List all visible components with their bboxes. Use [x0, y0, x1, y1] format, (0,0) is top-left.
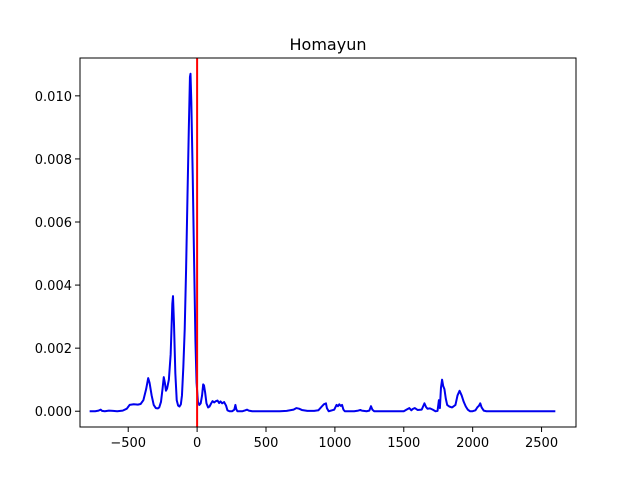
y-tick-label: 0.004 [35, 279, 72, 294]
x-tick-label: 2500 [525, 436, 558, 451]
x-axis: −500 0 500 1000 1500 2000 2500 [110, 427, 558, 451]
x-tick-label: −500 [110, 436, 146, 451]
y-tick-label: 0.006 [35, 216, 72, 231]
y-tick-label: 0.008 [35, 153, 72, 168]
x-tick-label: 2000 [456, 436, 489, 451]
axes-frame [79, 57, 577, 428]
y-tick-label: 0.000 [35, 405, 72, 420]
x-tick-label: 1500 [387, 436, 420, 451]
y-axis: 0.000 0.002 0.004 0.006 0.008 0.010 [35, 90, 80, 420]
x-tick-label: 0 [193, 436, 201, 451]
series-line-0 [89, 72, 556, 413]
chart-title: Homayun [290, 35, 367, 54]
x-tick-label: 1000 [318, 436, 351, 451]
y-tick-label: 0.010 [35, 90, 72, 105]
y-tick-label: 0.002 [35, 342, 72, 357]
plot-area [89, 58, 556, 427]
x-tick-label: 500 [254, 436, 279, 451]
